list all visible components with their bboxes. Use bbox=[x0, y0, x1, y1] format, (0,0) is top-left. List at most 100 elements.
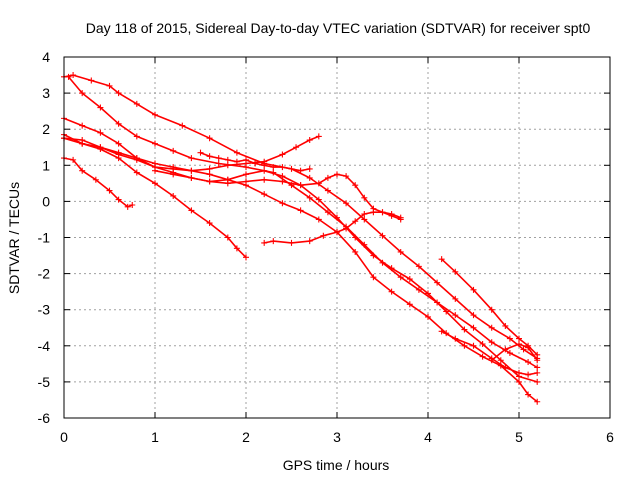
data-point bbox=[206, 220, 213, 227]
data-point bbox=[320, 232, 327, 239]
data-point bbox=[470, 342, 477, 349]
data-point bbox=[516, 369, 522, 376]
data-point bbox=[152, 180, 158, 187]
data-point bbox=[525, 359, 532, 366]
series-line bbox=[63, 137, 538, 403]
y-tick-label: -2 bbox=[38, 266, 51, 282]
data-point bbox=[352, 218, 359, 225]
series-track-4 bbox=[61, 135, 541, 405]
series-line bbox=[440, 330, 538, 376]
data-point bbox=[415, 286, 422, 293]
y-tick-label: 3 bbox=[42, 85, 50, 101]
series-track-12 bbox=[438, 256, 541, 358]
y-tick-label: 2 bbox=[42, 121, 50, 137]
data-point bbox=[438, 256, 445, 263]
x-tick-label: 4 bbox=[424, 429, 432, 445]
data-point bbox=[525, 371, 532, 378]
data-point bbox=[252, 160, 259, 167]
data-point bbox=[502, 322, 509, 329]
data-point bbox=[334, 229, 340, 236]
data-point bbox=[79, 167, 86, 174]
data-point bbox=[506, 350, 513, 357]
data-point bbox=[261, 176, 268, 183]
data-point bbox=[461, 342, 468, 349]
data-point bbox=[206, 178, 213, 185]
x-tick-label: 0 bbox=[60, 429, 68, 445]
data-point bbox=[370, 252, 377, 259]
data-point bbox=[188, 207, 195, 214]
data-point bbox=[520, 346, 527, 353]
series-track-13 bbox=[488, 340, 541, 364]
data-point bbox=[488, 324, 495, 331]
data-point bbox=[516, 335, 522, 342]
data-series bbox=[61, 72, 541, 405]
data-point bbox=[438, 328, 445, 335]
data-point bbox=[115, 120, 122, 127]
data-point bbox=[279, 178, 286, 185]
data-point bbox=[115, 151, 122, 158]
data-point bbox=[470, 312, 477, 319]
data-point bbox=[506, 335, 513, 342]
data-point bbox=[206, 171, 213, 178]
data-point bbox=[488, 306, 495, 313]
y-tick-label: -4 bbox=[38, 338, 51, 354]
data-point bbox=[306, 194, 313, 201]
data-point bbox=[188, 167, 195, 174]
y-axis-label: SDTVAR / TECUs bbox=[6, 182, 22, 294]
data-point bbox=[133, 169, 140, 176]
data-point bbox=[270, 164, 277, 171]
y-tick-label: 1 bbox=[42, 157, 50, 173]
data-point bbox=[97, 129, 104, 136]
y-tick-label: -1 bbox=[38, 230, 51, 246]
data-point bbox=[415, 263, 422, 270]
data-point bbox=[397, 248, 404, 255]
data-point bbox=[425, 313, 431, 320]
data-point bbox=[293, 144, 300, 151]
y-tick-label: 0 bbox=[42, 193, 50, 209]
data-point bbox=[224, 180, 231, 187]
series-line bbox=[440, 258, 538, 356]
series-track-2 bbox=[65, 73, 541, 371]
data-point bbox=[261, 167, 268, 174]
data-point bbox=[92, 176, 99, 183]
data-point bbox=[129, 202, 136, 209]
data-point bbox=[297, 207, 304, 214]
data-point bbox=[488, 357, 495, 364]
data-point bbox=[452, 295, 459, 302]
data-point bbox=[188, 155, 195, 162]
data-point bbox=[261, 162, 268, 169]
data-point bbox=[306, 238, 313, 245]
data-point bbox=[65, 73, 72, 80]
data-point bbox=[370, 274, 377, 281]
y-tick-label: -3 bbox=[38, 302, 51, 318]
data-point bbox=[188, 174, 195, 181]
data-point bbox=[243, 156, 249, 163]
data-point bbox=[434, 279, 441, 286]
data-point bbox=[115, 140, 122, 147]
data-point bbox=[343, 225, 350, 232]
y-tick-label: -6 bbox=[38, 410, 51, 426]
data-point bbox=[315, 216, 322, 223]
data-point bbox=[170, 147, 177, 154]
data-point bbox=[124, 203, 131, 210]
data-point bbox=[534, 398, 541, 405]
data-point bbox=[306, 165, 313, 172]
data-point bbox=[361, 194, 368, 201]
axis-ticks: 0 1 2 3 4 5 6 -6 -5 -4 -3 -2 -1 0 1 2 3 4 bbox=[38, 49, 615, 445]
series-line bbox=[63, 157, 134, 208]
x-tick-label: 5 bbox=[515, 429, 523, 445]
data-point bbox=[288, 239, 295, 246]
data-point bbox=[88, 77, 95, 84]
data-point bbox=[315, 180, 322, 187]
data-point bbox=[379, 232, 386, 239]
data-point bbox=[388, 265, 395, 272]
data-point bbox=[352, 248, 359, 255]
data-point bbox=[224, 234, 231, 241]
data-point bbox=[70, 72, 77, 79]
data-point bbox=[79, 90, 86, 97]
data-point bbox=[488, 339, 495, 346]
data-point bbox=[315, 196, 322, 203]
series-line bbox=[67, 76, 538, 369]
data-point bbox=[133, 100, 140, 107]
data-point bbox=[152, 111, 158, 118]
